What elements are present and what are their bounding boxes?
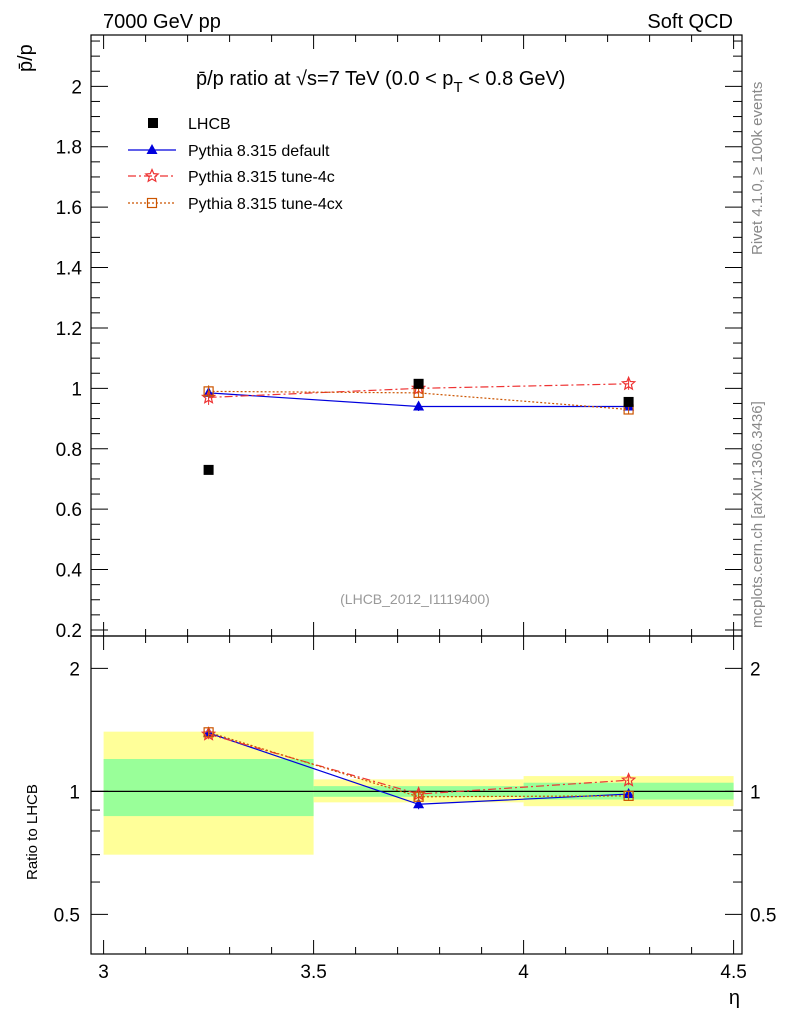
marker-square: [623, 790, 634, 801]
y-tick-label: 0.8: [56, 440, 82, 461]
tick-labels: 3 3.5 4 4.5 0.2 0.4 0.6 0.8 1 1.2 1.4 1.6 1.8 2 0.5 0.5…: [54, 77, 777, 983]
x-tick-label: 3: [98, 962, 109, 983]
data-point-lhcb: [203, 464, 214, 475]
x-tick-label: 4.5: [720, 962, 746, 983]
y-tick-label: 0.4: [56, 561, 83, 582]
chart-title: p̄/p ratio at √s=7 TeV (0.0 < pT < 0.8 G…: [196, 68, 565, 96]
header-right: Soft QCD: [647, 11, 733, 33]
chart-title-sub: T: [453, 79, 462, 96]
ratio-bands: [91, 731, 742, 855]
marker-square: [413, 791, 424, 802]
marker-square: [203, 727, 214, 738]
x-axis-label: η: [729, 987, 740, 1009]
y-tick-label: 0.6: [56, 500, 82, 521]
y-axis-label: p̄/p: [15, 44, 37, 72]
ratio-y-tick-label-right: 0.5: [750, 905, 776, 926]
header-left: 7000 GeV pp: [103, 11, 221, 33]
ratio-y-axis-label: Ratio to LHCB: [24, 784, 41, 880]
axis-ticks: [91, 35, 742, 954]
legend-marker-lhcb: [148, 118, 158, 128]
band-green: [103, 759, 314, 817]
marker-triangle: [413, 798, 425, 809]
legend-label-tune4c: Pythia 8.315 tune-4c: [188, 169, 335, 186]
y-tick-label: 1.6: [56, 198, 82, 219]
legend-label-lhcb: LHCB: [188, 116, 231, 133]
legend-label-default: Pythia 8.315 default: [188, 143, 330, 160]
ratio-y-tick-label-right: 2: [750, 659, 761, 680]
legend-marker-default: [146, 144, 158, 154]
y-tick-label: 2: [71, 77, 82, 98]
ratio-line-tune4cx: [208, 731, 629, 798]
y-tick-label: 0.2: [56, 621, 82, 642]
data-point-lhcb: [623, 396, 634, 407]
legend: LHCB Pythia 8.315 default Pythia 8.315 t…: [128, 116, 343, 213]
legend-marker-tune4cx: [146, 197, 158, 209]
chart-title-end: < 0.8 GeV): [463, 68, 566, 90]
marker-star: [620, 772, 637, 787]
chart-title-main: p̄/p ratio at √s=7 TeV (0.0 < p: [196, 68, 453, 90]
y-tick-label: 1.8: [56, 138, 82, 159]
mcplots-label: mcplots.cern.ch [arXiv:1306.3436]: [749, 401, 766, 628]
legend-marker-tune4c: [144, 167, 160, 183]
y-tick-label: 1: [71, 379, 82, 400]
ratio-y-tick-label-left: 1: [69, 782, 80, 803]
ratio-line-tune4c: [208, 733, 629, 795]
rivet-label: Rivet 4.1.0, ≥ 100k events: [749, 82, 766, 255]
ratio-y-tick-label-left: 2: [69, 659, 80, 680]
ratio-y-tick-label-left: 0.5: [54, 905, 80, 926]
data-point-lhcb: [413, 378, 424, 389]
analysis-id: (LHCB_2012_I1119400): [340, 591, 490, 607]
y-tick-label: 1.4: [56, 259, 83, 280]
marker-star: [620, 375, 637, 391]
x-tick-label: 4: [518, 962, 529, 983]
x-tick-label: 3.5: [300, 962, 326, 983]
ratio-panel-frame: [90, 635, 743, 955]
marker-square: [203, 386, 214, 397]
marker-triangle: [413, 400, 425, 411]
ratio-y-tick-label-right: 1: [750, 782, 761, 803]
legend-label-tune4cx: Pythia 8.315 tune-4cx: [188, 196, 343, 213]
y-tick-label: 1.2: [56, 319, 82, 340]
ratio-series-layer: [200, 726, 637, 810]
series-layer: [200, 375, 637, 475]
